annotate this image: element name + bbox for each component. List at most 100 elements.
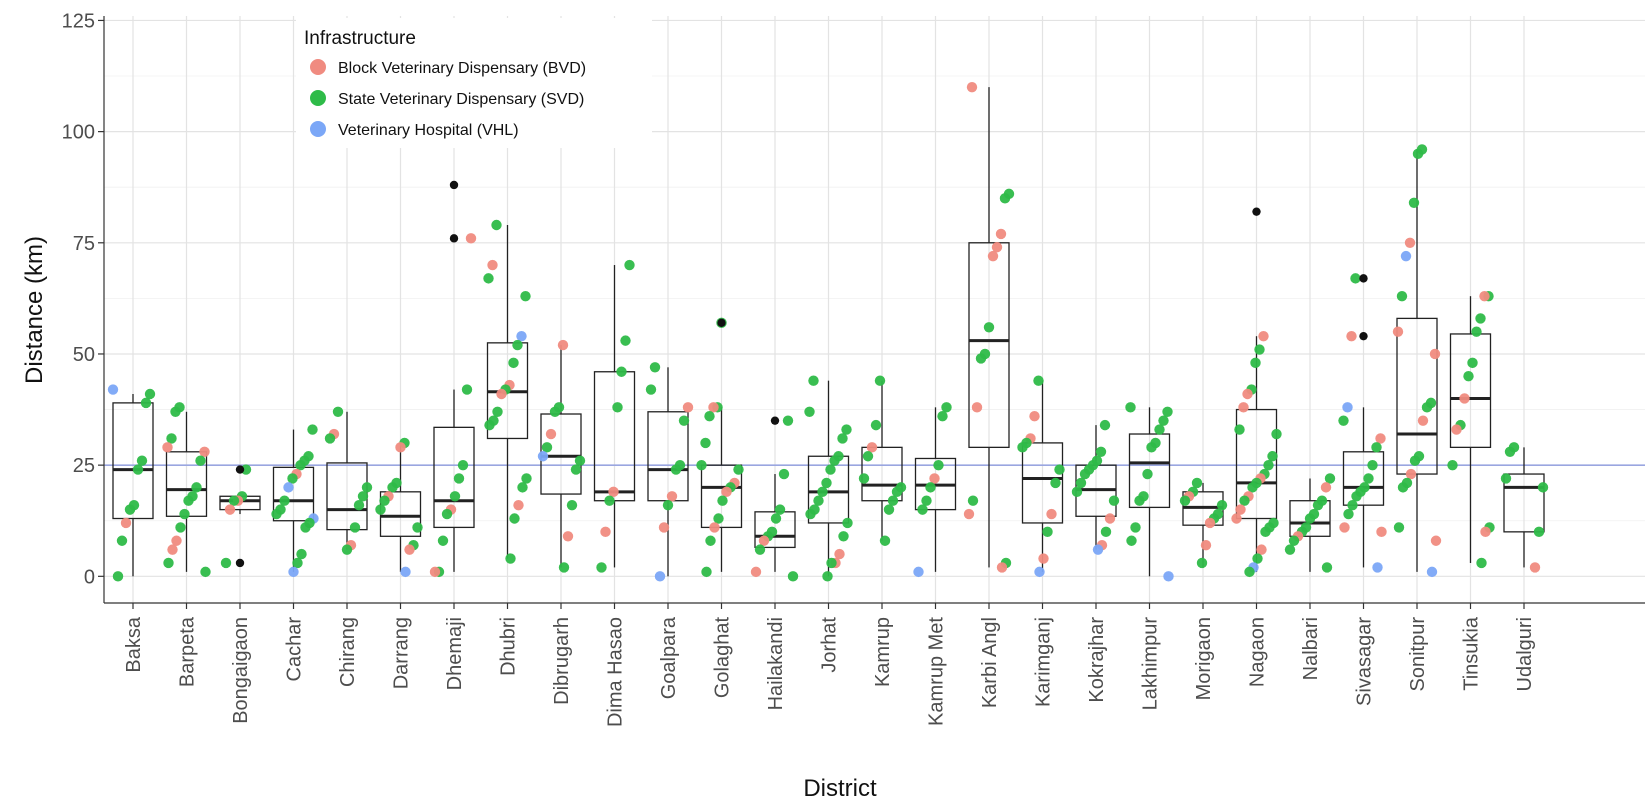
outlier-point: [1359, 274, 1368, 283]
outlier-point: [449, 180, 459, 190]
outlier-point: [717, 318, 726, 328]
axes: 0 25 50 75 100 125 Baksa Barpeta Bongaigaon Cacha…: [62, 10, 1536, 727]
x-tick-label: Barpeta: [177, 616, 199, 687]
data-point: [774, 504, 786, 515]
data-point: [808, 375, 819, 386]
data-point: [975, 353, 987, 364]
data-point: [167, 544, 178, 555]
data-point: [987, 250, 999, 262]
data-point: [537, 451, 549, 462]
data-point: [300, 522, 311, 533]
data-point: [375, 504, 386, 515]
data-point: [721, 486, 732, 498]
data-point: [991, 242, 1003, 253]
legend-background: [296, 18, 652, 148]
data-point: [1371, 442, 1382, 453]
legend-title: Infrastructure: [304, 28, 416, 49]
data-point: [825, 464, 836, 475]
data-point: [662, 499, 674, 511]
data-point: [708, 402, 719, 413]
data-layer: [104, 81, 1645, 582]
data-point: [1500, 473, 1512, 484]
x-tick-label: Kokrajhar: [1086, 617, 1108, 703]
x-axis-title: District: [803, 775, 877, 802]
y-tick-label: 25: [73, 455, 95, 477]
data-point: [1376, 526, 1387, 538]
data-point: [295, 459, 306, 471]
data-point: [200, 566, 211, 578]
outlier-point: [770, 416, 780, 425]
x-tick-label: Sonitpur: [1407, 617, 1429, 692]
data-point: [917, 504, 928, 515]
data-point: [279, 495, 290, 506]
outlier-point: [235, 465, 245, 474]
data-point: [191, 482, 202, 493]
data-point: [887, 495, 899, 506]
data-point: [1104, 513, 1116, 524]
data-point: [1339, 522, 1350, 533]
data-point: [654, 571, 666, 582]
data-point: [487, 259, 498, 271]
data-point: [666, 491, 678, 502]
data-point: [1304, 513, 1316, 524]
data-point: [1393, 522, 1405, 533]
data-point: [782, 415, 794, 426]
x-tick-label: Dhemaji: [444, 617, 466, 690]
box: [1235, 408, 1278, 520]
data-point: [136, 455, 148, 466]
data-point: [491, 219, 502, 231]
data-point: [1092, 544, 1104, 555]
data-point: [1258, 330, 1269, 342]
data-point: [558, 562, 570, 573]
data-point: [700, 437, 711, 449]
data-point: [1447, 459, 1458, 471]
data-point: [140, 397, 152, 409]
data-point: [465, 233, 477, 244]
data-point: [817, 486, 828, 498]
x-tick-label: Udalguri: [1514, 617, 1536, 691]
data-point: [183, 495, 194, 506]
data-point: [1100, 526, 1112, 538]
data-point: [1196, 557, 1208, 569]
data-point: [1125, 402, 1136, 413]
x-tick-label: Kamrup: [872, 617, 894, 687]
data-point: [870, 419, 882, 431]
data-point: [288, 566, 299, 578]
data-point: [163, 557, 174, 569]
x-tick-label: Bongaigaon: [230, 617, 252, 724]
data-point: [124, 504, 136, 515]
x-tick-label: Tinsukia: [1461, 616, 1483, 691]
data-point: [457, 459, 469, 471]
data-point: [879, 535, 891, 546]
data-point: [883, 504, 895, 515]
data-point: [357, 491, 369, 502]
box: [1021, 442, 1064, 524]
legend-key-vhl: [310, 121, 326, 137]
data-point: [353, 499, 365, 511]
data-point: [1179, 495, 1191, 506]
data-point: [1046, 508, 1057, 520]
data-point: [1320, 482, 1332, 493]
box: [700, 464, 743, 529]
data-point: [608, 486, 619, 498]
data-point: [1130, 522, 1141, 533]
outlier-point: [235, 558, 245, 568]
data-point: [292, 557, 303, 569]
x-tick-label: Dhubri: [498, 617, 520, 676]
data-point: [1350, 273, 1361, 284]
data-point: [1234, 424, 1245, 435]
data-point: [412, 522, 423, 533]
data-point: [701, 566, 712, 578]
x-tick-label: Hailakandi: [765, 617, 787, 710]
data-point: [179, 508, 190, 520]
data-point: [1312, 499, 1324, 511]
data-point: [921, 495, 932, 506]
data-point: [1429, 348, 1441, 360]
data-point: [862, 451, 874, 462]
data-point: [758, 535, 770, 546]
box: [112, 402, 154, 520]
data-point: [1537, 482, 1549, 493]
legend-label-bvd: Block Veterinary Dispensary (BVD): [338, 60, 586, 77]
data-point: [1267, 451, 1278, 462]
